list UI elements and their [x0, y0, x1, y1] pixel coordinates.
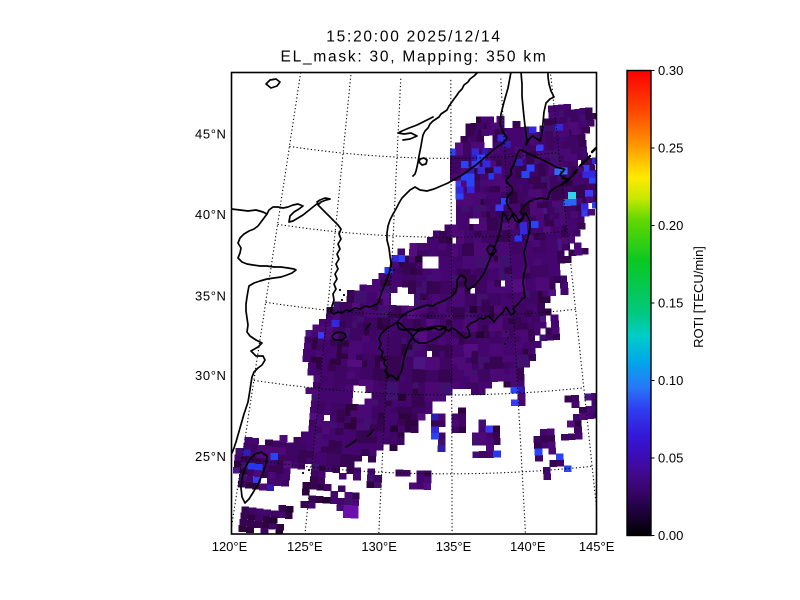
svg-text:ROTI [TECU/min]: ROTI [TECU/min] — [691, 246, 706, 348]
svg-text:135°E: 135°E — [436, 539, 472, 554]
svg-text:120°E: 120°E — [212, 539, 248, 554]
svg-text:145°E: 145°E — [579, 539, 615, 554]
svg-text:15:20:00 2025/12/14: 15:20:00 2025/12/14 — [326, 29, 501, 46]
svg-text:45°N: 45°N — [195, 127, 226, 142]
svg-text:EL_mask: 30, Mapping: 350 km: EL_mask: 30, Mapping: 350 km — [281, 48, 548, 65]
svg-text:0.30: 0.30 — [658, 63, 683, 78]
svg-text:30°N: 30°N — [195, 368, 226, 383]
svg-text:140°E: 140°E — [510, 539, 546, 554]
svg-text:0.00: 0.00 — [658, 528, 683, 543]
svg-text:0.15: 0.15 — [658, 296, 683, 311]
svg-text:0.20: 0.20 — [658, 218, 683, 233]
svg-text:0.05: 0.05 — [658, 451, 683, 466]
svg-text:0.10: 0.10 — [658, 373, 683, 388]
svg-text:0.25: 0.25 — [658, 141, 683, 156]
svg-text:40°N: 40°N — [195, 207, 226, 222]
svg-text:35°N: 35°N — [195, 289, 226, 304]
svg-text:125°E: 125°E — [287, 539, 323, 554]
svg-text:25°N: 25°N — [195, 449, 226, 464]
svg-text:130°E: 130°E — [361, 539, 397, 554]
